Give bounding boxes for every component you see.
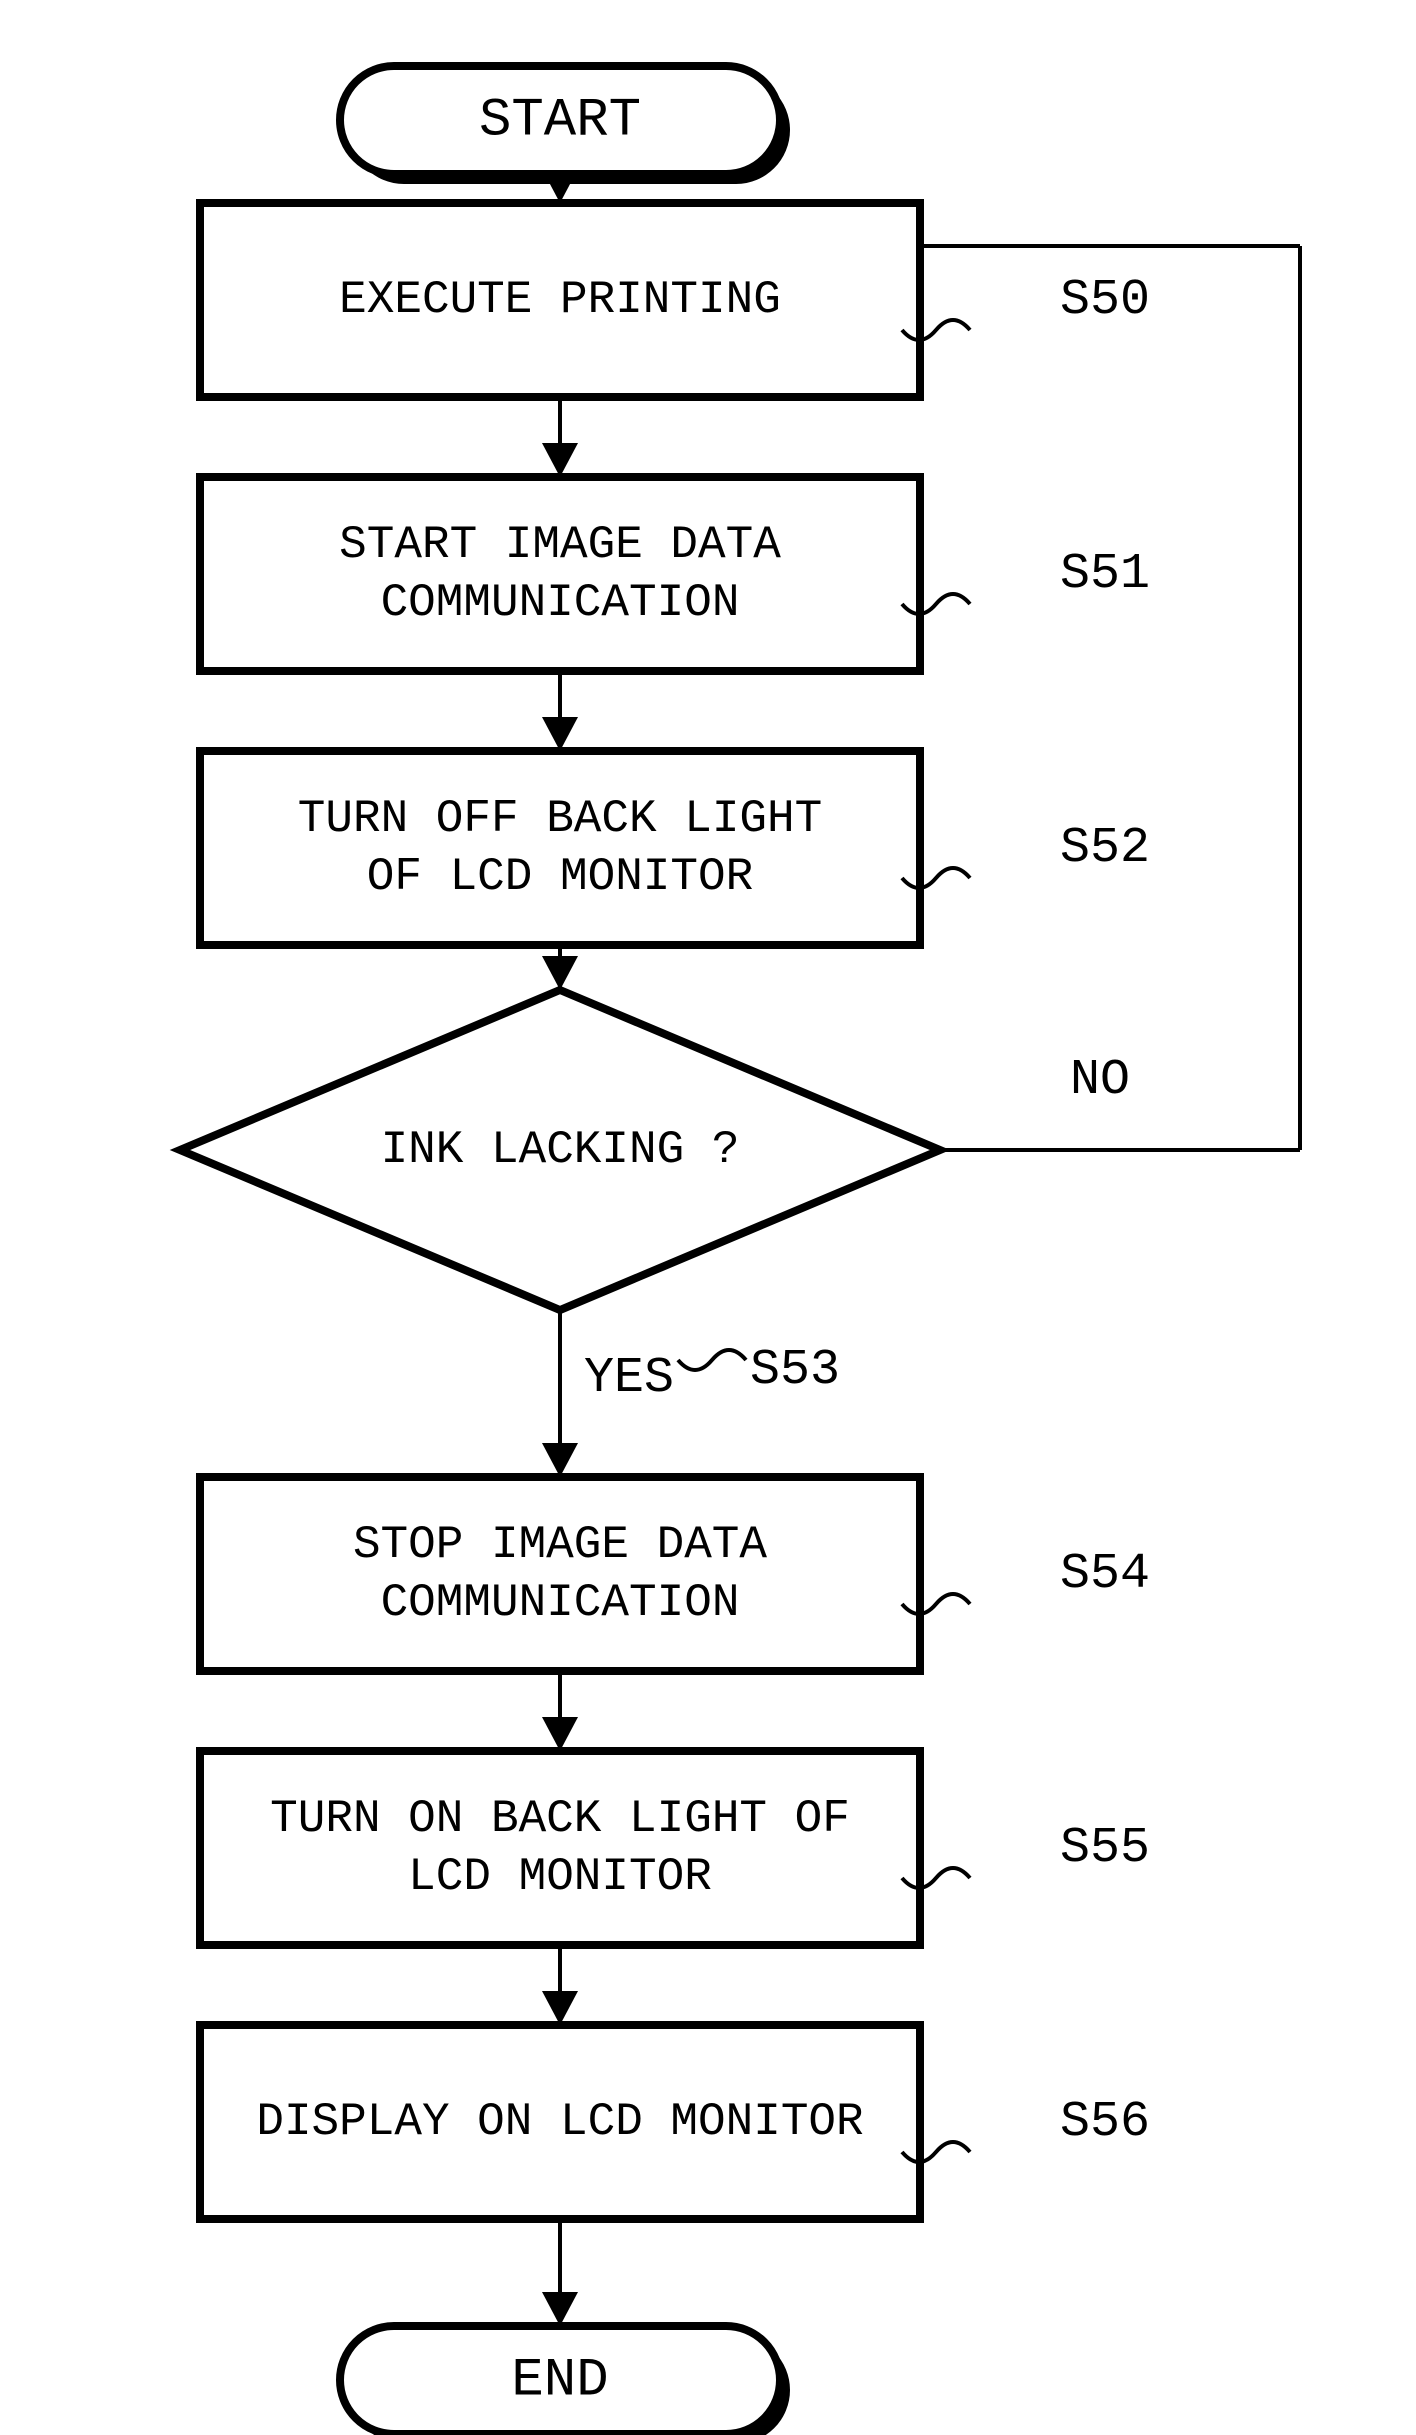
- svg-text:END: END: [511, 2350, 608, 2411]
- svg-text:S56: S56: [1060, 2094, 1150, 2151]
- svg-text:YES: YES: [584, 1350, 674, 1407]
- svg-text:EXECUTE PRINTING: EXECUTE PRINTING: [339, 274, 781, 326]
- svg-text:OF LCD MONITOR: OF LCD MONITOR: [367, 851, 753, 903]
- svg-text:NO: NO: [1070, 1052, 1130, 1109]
- svg-text:DISPLAY ON LCD MONITOR: DISPLAY ON LCD MONITOR: [256, 2096, 863, 2148]
- svg-text:TURN ON BACK LIGHT OF: TURN ON BACK LIGHT OF: [270, 1793, 850, 1845]
- flowchart-canvas: START EXECUTE PRINTING S50 START IMAGE DATA…: [0, 0, 1416, 2435]
- svg-text:S50: S50: [1060, 272, 1150, 329]
- svg-text:START IMAGE DATA: START IMAGE DATA: [339, 519, 781, 571]
- svg-text:STOP IMAGE DATA: STOP IMAGE DATA: [353, 1519, 767, 1571]
- svg-text:COMMUNICATION: COMMUNICATION: [381, 1577, 740, 1629]
- svg-text:LCD MONITOR: LCD MONITOR: [408, 1851, 712, 1903]
- svg-text:S54: S54: [1060, 1546, 1150, 1603]
- svg-text:S53: S53: [750, 1342, 840, 1399]
- svg-text:INK LACKING ?: INK LACKING ?: [381, 1124, 740, 1176]
- svg-text:S51: S51: [1060, 546, 1150, 603]
- svg-text:TURN OFF BACK LIGHT: TURN OFF BACK LIGHT: [298, 793, 823, 845]
- svg-text:S55: S55: [1060, 1820, 1150, 1877]
- svg-text:S52: S52: [1060, 820, 1150, 877]
- svg-text:COMMUNICATION: COMMUNICATION: [381, 577, 740, 629]
- svg-text:START: START: [479, 90, 641, 151]
